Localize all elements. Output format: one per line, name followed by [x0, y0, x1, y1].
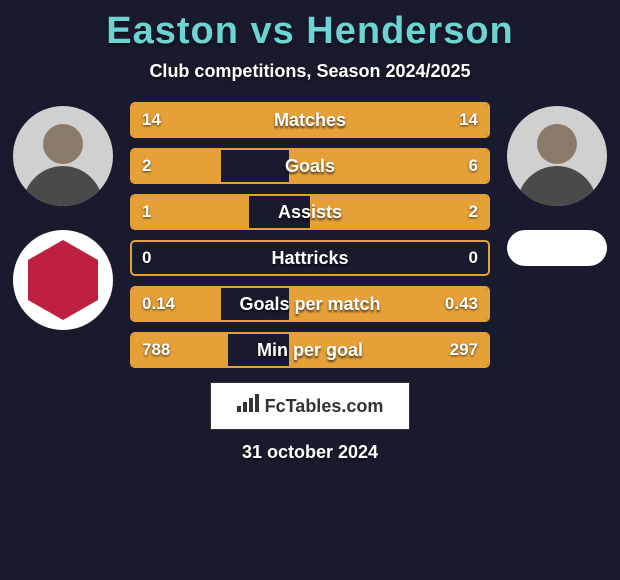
stat-row: 26Goals	[130, 148, 490, 184]
footer-date: 31 october 2024	[242, 442, 378, 463]
crest-icon	[28, 240, 98, 320]
stat-label: Matches	[132, 110, 488, 131]
stat-row: 1414Matches	[130, 102, 490, 138]
stats-column: 1414Matches 26Goals 12Assists 00Hattricks 0.…	[130, 102, 490, 368]
right-column	[502, 102, 612, 266]
stat-row: 12Assists	[130, 194, 490, 230]
player-right-avatar	[507, 106, 607, 206]
main-content: 1414Matches 26Goals 12Assists 00Hattricks 0.…	[0, 102, 620, 368]
chart-icon	[237, 394, 259, 418]
footer-brand-text: FcTables.com	[265, 396, 384, 417]
player-right-crest	[507, 230, 607, 266]
page-title: Easton vs Henderson	[106, 10, 514, 53]
stat-label: Goals	[132, 156, 488, 177]
footer-brand[interactable]: FcTables.com	[210, 382, 410, 430]
left-column	[8, 102, 118, 330]
stat-label: Min per goal	[132, 340, 488, 361]
stat-label: Assists	[132, 202, 488, 223]
stat-label: Goals per match	[132, 294, 488, 315]
stat-row: 00Hattricks	[130, 240, 490, 276]
player-left-crest	[13, 230, 113, 330]
player-left-avatar	[13, 106, 113, 206]
subtitle: Club competitions, Season 2024/2025	[149, 61, 470, 82]
comparison-card: Easton vs Henderson Club competitions, S…	[0, 0, 620, 473]
stat-label: Hattricks	[132, 248, 488, 269]
stat-row: 0.140.43Goals per match	[130, 286, 490, 322]
stat-row: 788297Min per goal	[130, 332, 490, 368]
